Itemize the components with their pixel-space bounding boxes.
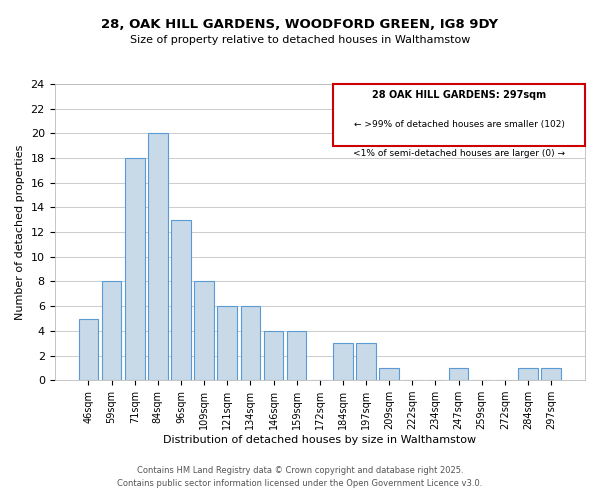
Bar — [379, 368, 399, 380]
Text: Size of property relative to detached houses in Walthamstow: Size of property relative to detached ho… — [130, 35, 470, 45]
Bar — [263, 331, 283, 380]
Bar — [217, 306, 237, 380]
Bar — [356, 343, 376, 380]
Bar — [194, 282, 214, 380]
Bar — [449, 368, 469, 380]
FancyBboxPatch shape — [333, 84, 585, 146]
Text: 28, OAK HILL GARDENS, WOODFORD GREEN, IG8 9DY: 28, OAK HILL GARDENS, WOODFORD GREEN, IG… — [101, 18, 499, 30]
Bar — [171, 220, 191, 380]
Text: 28 OAK HILL GARDENS: 297sqm: 28 OAK HILL GARDENS: 297sqm — [372, 90, 546, 100]
X-axis label: Distribution of detached houses by size in Walthamstow: Distribution of detached houses by size … — [163, 435, 476, 445]
Bar — [148, 134, 167, 380]
Text: Contains HM Land Registry data © Crown copyright and database right 2025.
Contai: Contains HM Land Registry data © Crown c… — [118, 466, 482, 487]
Text: ← >99% of detached houses are smaller (102): ← >99% of detached houses are smaller (1… — [353, 120, 565, 128]
Bar — [79, 318, 98, 380]
Bar — [241, 306, 260, 380]
Bar — [333, 343, 353, 380]
Bar — [518, 368, 538, 380]
Bar — [125, 158, 145, 380]
Bar — [102, 282, 121, 380]
Y-axis label: Number of detached properties: Number of detached properties — [15, 144, 25, 320]
Text: <1% of semi-detached houses are larger (0) →: <1% of semi-detached houses are larger (… — [353, 149, 565, 158]
Bar — [541, 368, 561, 380]
Bar — [287, 331, 307, 380]
